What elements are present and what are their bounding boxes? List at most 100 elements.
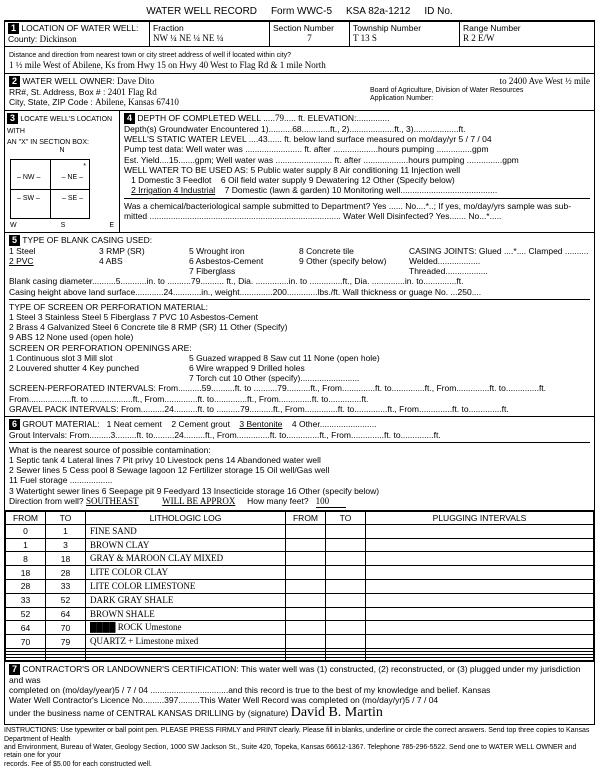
signature: David B. Martin bbox=[291, 705, 383, 720]
to-addr: to 2400 Ave West ½ mile bbox=[500, 76, 590, 87]
form-header: WATER WELL RECORD Form WWC-5 KSA 82a-121… bbox=[4, 4, 595, 21]
table-row: 7079QUARTZ + Limestone mixed bbox=[6, 635, 594, 649]
footer-instructions: INSTRUCTIONS: Use typewriter or ball poi… bbox=[4, 727, 595, 769]
sec1-num: 1 bbox=[8, 23, 19, 34]
height: Casing height above land surface........… bbox=[9, 287, 590, 297]
est: Est. Yield....15.......gpm; Well water w… bbox=[124, 155, 519, 165]
c3: 5 Wrought iron bbox=[189, 246, 299, 256]
sec2-num: 2 bbox=[9, 76, 20, 87]
co1: 1 Septic tank 4 Lateral lines 7 Pit priv… bbox=[9, 455, 590, 465]
dir-label: Direction from well? bbox=[9, 496, 84, 506]
o5: 7 Torch cut 10 Other (specify)..........… bbox=[189, 373, 590, 383]
form-num: Form WWC-5 bbox=[271, 6, 332, 17]
s1: 1 Steel 3 Stainless Steel 5 Fiberglass 7… bbox=[9, 312, 590, 322]
sec7-num: 7 bbox=[9, 664, 20, 675]
s3: 9 ABS 12 None used (open hole) bbox=[9, 332, 590, 342]
sec7-line3b: under the business name of CENTRAL KANSA… bbox=[9, 708, 288, 718]
co4: 11 Fuel storage .................. bbox=[9, 475, 590, 485]
use-label: WELL WATER TO BE USED AS: bbox=[124, 165, 248, 175]
table-row: 818GRAY & MAROON CLAY MIXED bbox=[6, 552, 594, 566]
g4: 4 Other........................ bbox=[292, 419, 377, 429]
sec3-num: 3 bbox=[7, 113, 18, 124]
th-from2: FROM bbox=[286, 511, 326, 524]
app-label: Application Number: bbox=[370, 95, 433, 102]
sec4-num: 4 bbox=[124, 113, 135, 124]
swl: WELL'S STATIC WATER LEVEL ....43...... f… bbox=[124, 134, 492, 144]
rr-label: RR#, St. Address, Box # : bbox=[9, 87, 105, 97]
chem: Was a chemical/bacteriological sample su… bbox=[124, 198, 590, 221]
th-litho: LITHOLOGIC LOG bbox=[86, 511, 286, 524]
table-row: 01FINE SAND bbox=[6, 524, 594, 538]
g3: 3 Bentonite bbox=[239, 419, 282, 429]
c2: 3 RMP (SR) bbox=[99, 246, 189, 256]
table-row: 5264BROWN SHALE bbox=[6, 607, 594, 621]
dir: SOUTHEAST bbox=[86, 496, 139, 506]
c8: 9 Other (specify below) bbox=[299, 256, 409, 266]
open-label: SCREEN OR PERFORATION OPENINGS ARE: bbox=[9, 343, 590, 353]
depth: 79 bbox=[275, 113, 284, 123]
c5: 2 PVC bbox=[9, 256, 99, 266]
c7: 6 Asbestos-Cement bbox=[189, 256, 299, 266]
use2: 5 Public water supply 8 Air conditioning… bbox=[250, 165, 460, 175]
ksa: KSA 82a-1212 bbox=[346, 6, 411, 17]
sec2-label: WATER WELL OWNER: bbox=[22, 76, 114, 86]
use1: 1 Domestic 3 Feedlot bbox=[131, 175, 211, 185]
sec6-label: GROUT MATERIAL: bbox=[22, 419, 99, 429]
city: Abilene, Kansas 67410 bbox=[95, 97, 179, 107]
screen-label: TYPE OF SCREEN OR PERFORATION MATERIAL: bbox=[9, 302, 590, 312]
o1: 1 Continuous slot 3 Mill slot bbox=[9, 353, 189, 363]
o2: 5 Guazed wrapped 8 Saw cut 11 None (open… bbox=[189, 353, 590, 363]
township: T 13 S bbox=[353, 33, 377, 43]
range-label: Range Number bbox=[463, 23, 521, 33]
sec6-num: 6 bbox=[9, 419, 20, 430]
bcd: Blank casing diameter..........5........… bbox=[9, 276, 590, 286]
addr: 2401 Flag Rd bbox=[108, 87, 157, 97]
c9: 7 Fiberglass bbox=[189, 266, 299, 276]
section-label: Section Number bbox=[273, 23, 334, 33]
g1: 1 Neat cement bbox=[107, 419, 162, 429]
sec7-line2: completed on (mo/day/year)5 / 7 / 04 ...… bbox=[9, 685, 490, 695]
elev-label: ft. ELEVATION: bbox=[298, 113, 356, 123]
th-to: TO bbox=[46, 511, 86, 524]
lithologic-log-table: FROM TO LITHOLOGIC LOG FROM TO PLUGGING … bbox=[5, 511, 594, 661]
gi: Grout Intervals: From.........3.........… bbox=[9, 430, 590, 440]
o4: 6 Wire wrapped 9 Drilled holes bbox=[189, 363, 590, 373]
county: Dickinson bbox=[40, 34, 77, 44]
th-from: FROM bbox=[6, 511, 46, 524]
c4: 8 Concrete tile bbox=[299, 246, 409, 256]
owner-name: Dave Dito bbox=[117, 76, 154, 86]
feet: 100 bbox=[316, 496, 346, 508]
g2: 2 Cement grout bbox=[171, 419, 230, 429]
board: Board of Agriculture, Division of Water … bbox=[370, 87, 523, 94]
co2: 2 Sewer lines 5 Cess pool 8 Sewage lagoo… bbox=[9, 465, 590, 475]
id-no: ID No. bbox=[424, 6, 452, 17]
joints: CASING JOINTS: Glued ....*.... Clamped .… bbox=[409, 246, 590, 277]
sec7-line3a: Water Well Contractor's Licence No......… bbox=[9, 695, 438, 705]
s2: 2 Brass 4 Galvanized Steel 6 Concrete ti… bbox=[9, 322, 590, 332]
county-label: County: bbox=[8, 34, 37, 44]
township-label: Township Number bbox=[353, 23, 421, 33]
sec5-num: 5 bbox=[9, 235, 20, 246]
dist-label: Distance and direction from nearest town… bbox=[9, 52, 291, 59]
co3: 3 Watertight sewer lines 6 Seepage pit 9… bbox=[9, 486, 590, 496]
o3: 2 Louvered shutter 4 Key punched bbox=[9, 363, 189, 373]
use5: 7 Domestic (lawn & garden) 10 Monitoring… bbox=[225, 185, 498, 195]
section-num-val: 7 bbox=[273, 33, 346, 44]
sec3-label: LOCATE WELL'S LOCATION WITH AN "X" IN SE… bbox=[7, 116, 112, 146]
spi: SCREEN-PERFORATED INTERVALS: From.......… bbox=[9, 383, 590, 403]
use3: 2 Irrigation 4 Industrial bbox=[131, 185, 215, 195]
gpi: GRAVEL PACK INTERVALS: From..........24.… bbox=[9, 404, 590, 414]
gw1: Depth(s) Groundwater Encountered 1).....… bbox=[124, 124, 466, 134]
range: R 2 E/W bbox=[463, 33, 495, 43]
contam-label: What is the nearest source of possible c… bbox=[9, 445, 590, 455]
table-row: 3352DARK GRAY SHALE bbox=[6, 593, 594, 607]
table-row: 6470████ ROCK Umestone bbox=[6, 621, 594, 635]
th-plug: PLUGGING INTERVALS bbox=[366, 511, 594, 524]
city-label: City, State, ZIP Code : bbox=[9, 97, 93, 107]
sec4-label: DEPTH OF COMPLETED WELL bbox=[137, 113, 260, 123]
table-row: 13BROWN CLAY bbox=[6, 538, 594, 552]
sec1-label: LOCATION OF WATER WELL: bbox=[21, 23, 138, 33]
table-row: 1828LITE COLOR CLAY bbox=[6, 566, 594, 580]
th-to2: TO bbox=[326, 511, 366, 524]
pump: Pump test data: Well water was .........… bbox=[124, 144, 489, 154]
